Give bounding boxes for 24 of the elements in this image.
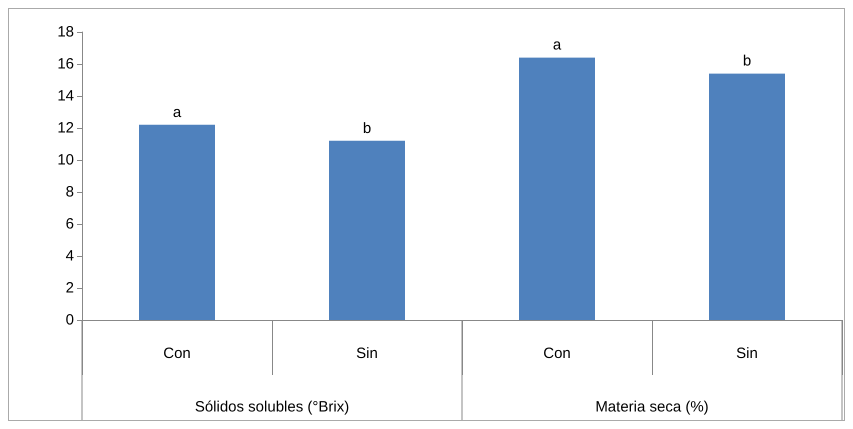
data-label: a xyxy=(552,36,562,54)
y-tick-label: 2 xyxy=(66,280,74,296)
y-tick-label: 10 xyxy=(57,152,74,168)
data-label: a xyxy=(172,104,182,121)
y-tick-label: 8 xyxy=(66,184,74,200)
y-tick-label: 18 xyxy=(57,24,74,40)
y-tick-label: 0 xyxy=(66,312,74,328)
data-label: b xyxy=(742,52,752,70)
bar xyxy=(329,140,405,320)
x-tick-label: Sin xyxy=(356,345,378,362)
x-tick-label: Con xyxy=(543,345,571,362)
text: Sólidos solubles (°Brix) xyxy=(194,398,350,416)
bar xyxy=(139,124,215,320)
data-label: b xyxy=(362,120,372,137)
y-tick-label: 12 xyxy=(57,120,74,136)
text: Materia seca (%) xyxy=(595,398,709,416)
y-tick-label: 16 xyxy=(57,56,74,72)
bar xyxy=(519,58,595,320)
bar xyxy=(709,74,785,320)
y-tick-label: 14 xyxy=(57,88,74,104)
x-tick-label: Con xyxy=(163,345,191,362)
x-tick-label: Sin xyxy=(736,345,758,362)
y-tick-label: 6 xyxy=(66,216,74,232)
y-tick-label: 4 xyxy=(66,248,74,264)
